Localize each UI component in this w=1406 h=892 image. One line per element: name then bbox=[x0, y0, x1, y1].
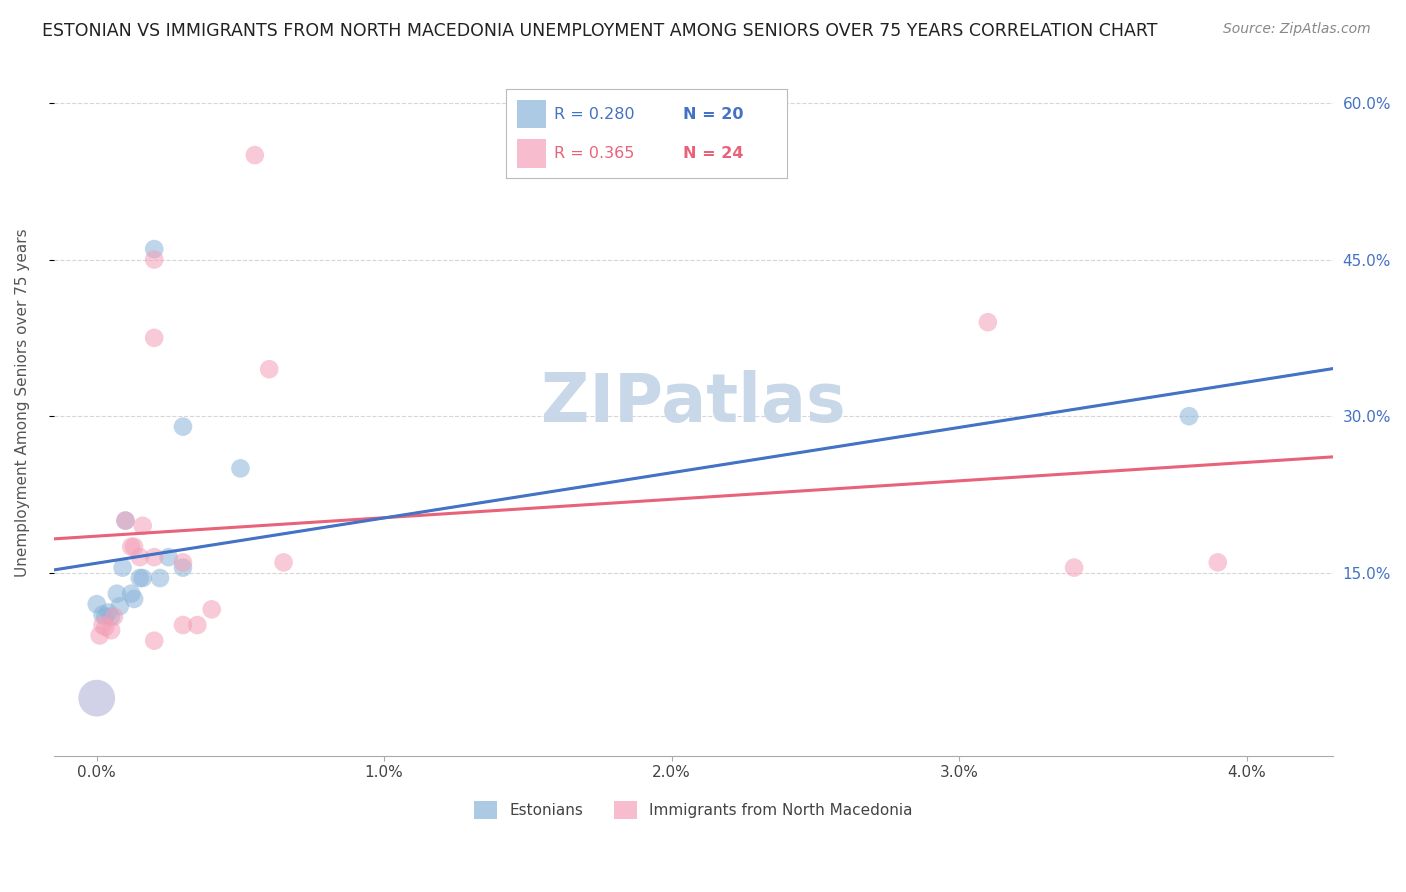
Point bbox=[172, 419, 194, 434]
Text: Source: ZipAtlas.com: Source: ZipAtlas.com bbox=[1223, 22, 1371, 37]
Point bbox=[86, 691, 108, 706]
Point bbox=[149, 571, 172, 585]
Bar bbox=[517, 139, 546, 168]
Text: N = 20: N = 20 bbox=[683, 107, 744, 121]
Text: N = 24: N = 24 bbox=[683, 146, 744, 161]
Point bbox=[172, 555, 194, 569]
Point bbox=[128, 571, 150, 585]
Point bbox=[86, 597, 108, 611]
Text: ZIPatlas: ZIPatlas bbox=[541, 370, 845, 436]
Point bbox=[143, 242, 166, 256]
Point bbox=[1063, 560, 1085, 574]
Point bbox=[100, 609, 122, 624]
Point bbox=[91, 607, 114, 622]
Point bbox=[128, 550, 150, 565]
Text: ESTONIAN VS IMMIGRANTS FROM NORTH MACEDONIA UNEMPLOYMENT AMONG SENIORS OVER 75 Y: ESTONIAN VS IMMIGRANTS FROM NORTH MACEDO… bbox=[42, 22, 1157, 40]
Point bbox=[143, 252, 166, 267]
Text: R = 0.280: R = 0.280 bbox=[554, 107, 634, 121]
Point bbox=[122, 540, 145, 554]
Point bbox=[120, 540, 142, 554]
Point bbox=[100, 624, 122, 638]
Point bbox=[105, 587, 128, 601]
Point bbox=[172, 618, 194, 632]
Point bbox=[132, 571, 155, 585]
Point bbox=[94, 609, 117, 624]
Point bbox=[91, 618, 114, 632]
Point bbox=[143, 550, 166, 565]
Point bbox=[186, 618, 208, 632]
Bar bbox=[517, 100, 546, 128]
Point bbox=[89, 628, 111, 642]
Point bbox=[103, 609, 125, 624]
Point bbox=[172, 560, 194, 574]
Text: R = 0.365: R = 0.365 bbox=[554, 146, 634, 161]
Point bbox=[229, 461, 252, 475]
Point bbox=[108, 599, 131, 614]
Point bbox=[94, 620, 117, 634]
Point bbox=[273, 555, 295, 569]
Point bbox=[1206, 555, 1229, 569]
Point bbox=[111, 560, 134, 574]
Point bbox=[114, 514, 136, 528]
Point bbox=[257, 362, 280, 376]
Point bbox=[97, 606, 120, 620]
Point bbox=[120, 587, 142, 601]
Point bbox=[243, 148, 266, 162]
Y-axis label: Unemployment Among Seniors over 75 years: Unemployment Among Seniors over 75 years bbox=[15, 229, 30, 577]
Point bbox=[114, 514, 136, 528]
Point bbox=[122, 591, 145, 606]
Point bbox=[977, 315, 1000, 329]
Point bbox=[157, 550, 180, 565]
Point bbox=[143, 331, 166, 345]
Legend: Estonians, Immigrants from North Macedonia: Estonians, Immigrants from North Macedon… bbox=[468, 795, 918, 825]
Point bbox=[201, 602, 224, 616]
Point bbox=[1178, 409, 1201, 424]
Point bbox=[132, 518, 155, 533]
Point bbox=[143, 633, 166, 648]
